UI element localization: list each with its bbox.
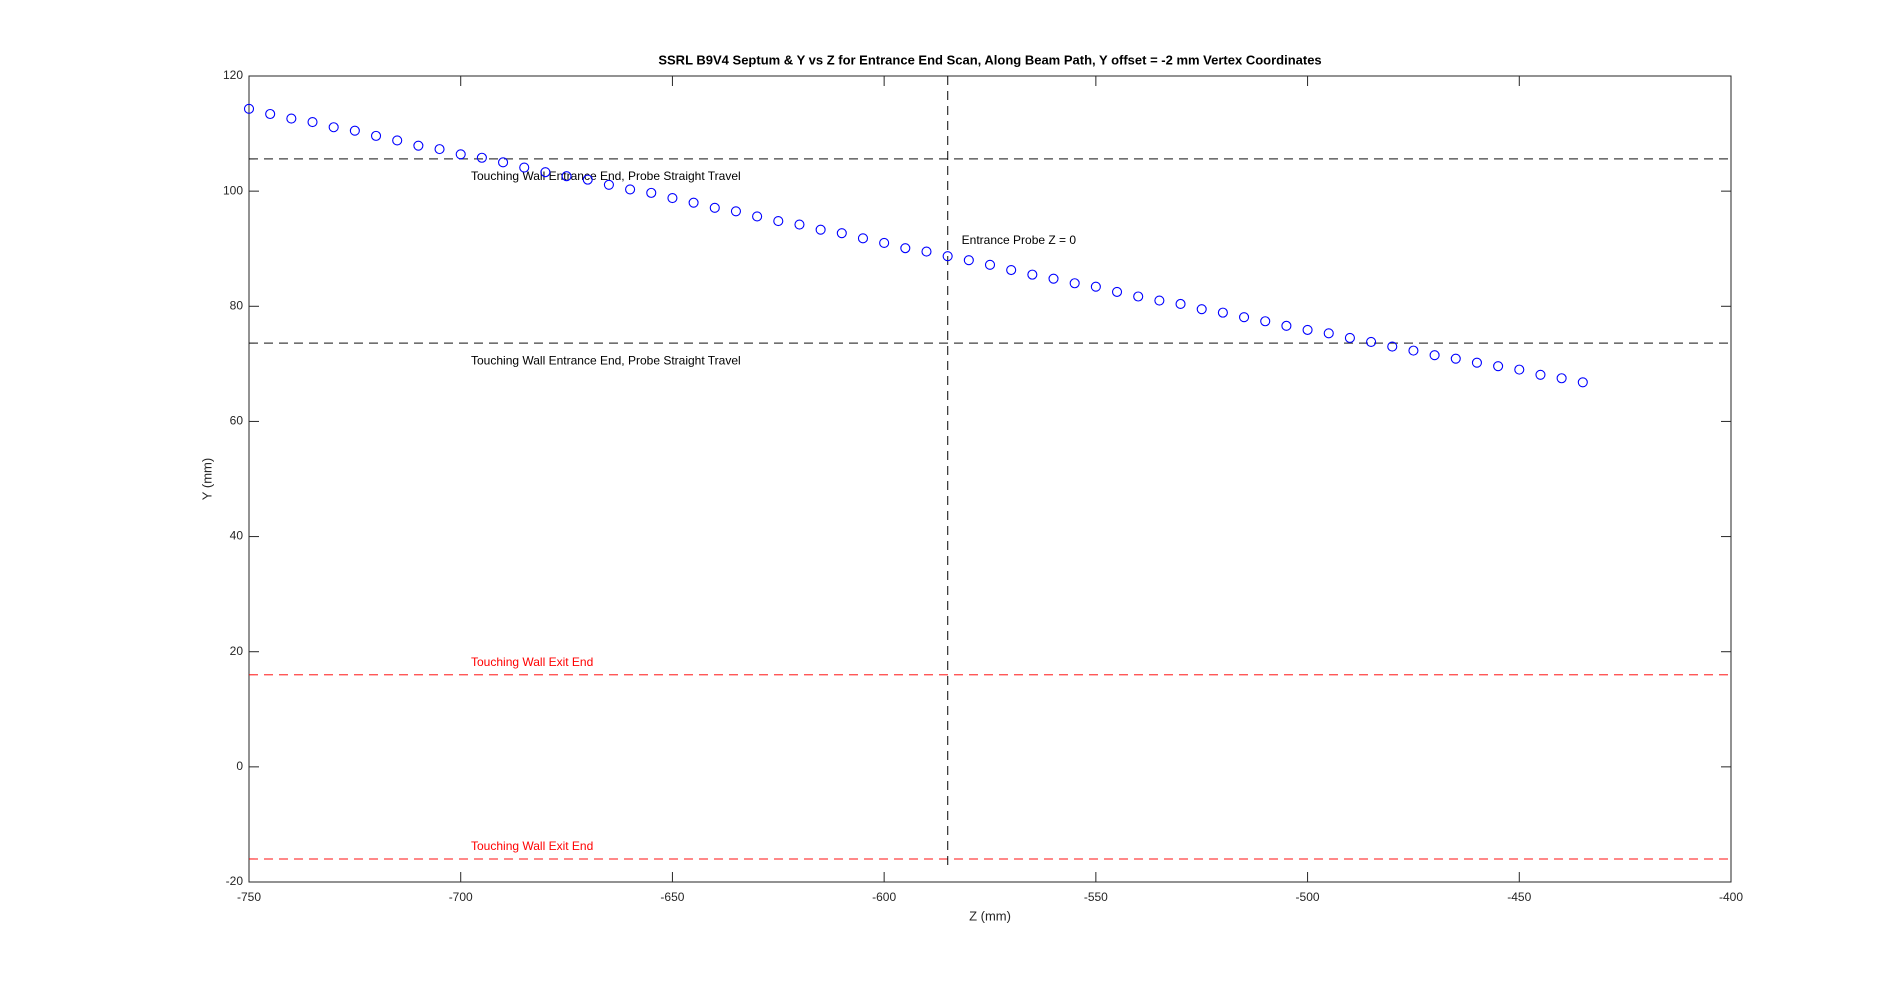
data-point bbox=[1366, 336, 1377, 348]
reference-label: Touching Wall Entrance End, Probe Straig… bbox=[471, 169, 741, 183]
reference-label: Touching Wall Entrance End, Probe Straig… bbox=[471, 353, 741, 367]
data-point bbox=[413, 140, 424, 151]
data-point bbox=[625, 184, 636, 195]
data-point bbox=[1577, 377, 1588, 388]
reference-label: Touching Wall Exit End bbox=[471, 839, 593, 853]
data-point bbox=[1239, 312, 1250, 323]
data-point bbox=[328, 122, 339, 133]
reference-label: Touching Wall Exit End bbox=[471, 655, 593, 669]
data-point bbox=[1196, 304, 1207, 315]
data-point bbox=[1027, 269, 1038, 280]
data-point bbox=[667, 193, 678, 204]
data-point bbox=[1154, 295, 1165, 306]
data-point bbox=[1408, 345, 1419, 356]
x-tick-label: -550 bbox=[1084, 890, 1108, 904]
data-point bbox=[1387, 341, 1398, 352]
data-point bbox=[730, 206, 741, 217]
data-point bbox=[582, 174, 593, 185]
data-point bbox=[942, 251, 953, 262]
data-point bbox=[794, 219, 805, 230]
data-point bbox=[857, 233, 869, 244]
data-point bbox=[1493, 361, 1504, 372]
data-point bbox=[1281, 320, 1292, 331]
data-point bbox=[963, 255, 974, 266]
data-point bbox=[349, 125, 360, 136]
y-tick-label: 120 bbox=[223, 68, 243, 82]
data-point bbox=[921, 246, 932, 257]
data-point bbox=[519, 162, 530, 173]
data-point bbox=[709, 202, 720, 213]
y-tick-label: 80 bbox=[230, 298, 244, 312]
x-axis-label: Z (mm) bbox=[969, 908, 1011, 923]
data-point bbox=[1133, 291, 1144, 302]
data-point bbox=[688, 197, 699, 208]
data-point bbox=[1090, 281, 1101, 292]
x-tick-label: -500 bbox=[1296, 890, 1320, 904]
data-point bbox=[307, 117, 318, 128]
data-point bbox=[561, 171, 572, 182]
data-point bbox=[1217, 307, 1228, 318]
data-point bbox=[1535, 369, 1546, 380]
y-tick-label: 0 bbox=[236, 759, 243, 773]
y-tick-label: 60 bbox=[230, 414, 244, 428]
data-point bbox=[773, 216, 784, 227]
y-tick-label: 100 bbox=[223, 183, 243, 197]
reference-label: Entrance Probe Z = 0 bbox=[962, 233, 1077, 247]
data-point bbox=[434, 144, 445, 155]
data-point bbox=[1260, 316, 1271, 327]
data-point bbox=[646, 187, 657, 198]
chart-title: SSRL B9V4 Septum & Y vs Z for Entrance E… bbox=[658, 52, 1321, 67]
data-point bbox=[879, 237, 890, 249]
data-point bbox=[1111, 286, 1123, 297]
data-point bbox=[455, 149, 466, 160]
plot-area bbox=[248, 75, 1732, 883]
data-point bbox=[1556, 373, 1567, 384]
data-point bbox=[286, 113, 297, 124]
data-point bbox=[498, 157, 509, 168]
data-point bbox=[540, 167, 551, 178]
data-point bbox=[815, 224, 826, 235]
data-point bbox=[1069, 278, 1080, 289]
y-axis-label: Y (mm) bbox=[199, 458, 214, 500]
data-point bbox=[243, 103, 255, 114]
x-tick-label: -650 bbox=[660, 890, 684, 904]
y-tick-label: 20 bbox=[230, 644, 244, 658]
data-point bbox=[1429, 350, 1440, 361]
data-point bbox=[1006, 264, 1017, 276]
x-tick-label: -400 bbox=[1719, 890, 1743, 904]
data-point bbox=[603, 179, 614, 190]
data-point bbox=[1514, 364, 1525, 375]
data-point bbox=[1302, 324, 1313, 335]
y-tick-label: 40 bbox=[230, 529, 244, 543]
y-tick-label: -20 bbox=[226, 874, 244, 888]
data-point bbox=[1344, 332, 1355, 344]
data-point bbox=[392, 135, 403, 146]
data-point bbox=[1450, 353, 1461, 364]
data-point bbox=[1323, 328, 1334, 339]
x-tick-label: -450 bbox=[1507, 890, 1531, 904]
data-point bbox=[752, 211, 763, 222]
x-tick-label: -600 bbox=[872, 890, 896, 904]
data-point bbox=[370, 130, 382, 141]
x-tick-label: -700 bbox=[449, 890, 473, 904]
data-point bbox=[1471, 357, 1482, 368]
data-point bbox=[476, 152, 487, 163]
data-point bbox=[265, 108, 276, 120]
data-point bbox=[1048, 273, 1059, 284]
data-point bbox=[836, 228, 847, 239]
data-point bbox=[984, 259, 996, 270]
data-point bbox=[1175, 298, 1186, 310]
x-tick-label: -750 bbox=[237, 890, 261, 904]
data-point bbox=[900, 243, 911, 254]
